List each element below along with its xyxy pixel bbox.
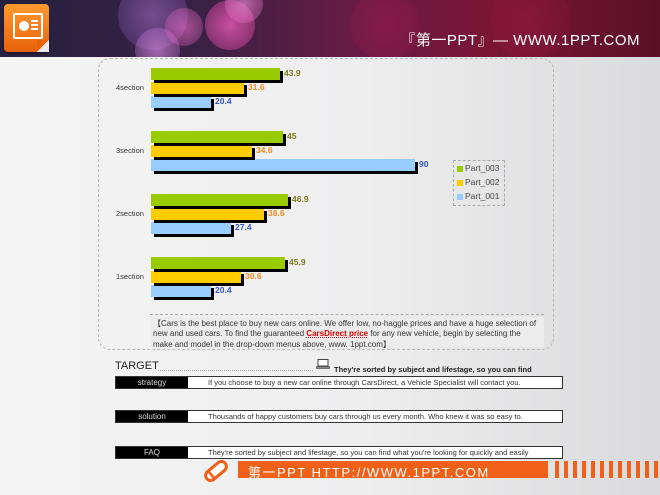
info-label: strategy [116, 377, 188, 388]
bar-fill [151, 159, 415, 171]
stripe-decoration [564, 461, 568, 478]
stripe-decoration [645, 461, 649, 478]
bokeh-decoration [225, 0, 263, 23]
legend-label: Part_001 [465, 191, 500, 201]
category-label: 1section [116, 272, 144, 281]
legend-item-part-001: Part_001 [457, 191, 500, 201]
bar-fill [151, 96, 211, 108]
info-row-strategy: strategy If you choose to buy a new car … [115, 376, 563, 389]
footer-url[interactable]: 第一PPT HTTP://WWW.1PPT.COM [248, 465, 490, 480]
stripe-decoration [582, 461, 586, 478]
target-note: They're sorted by subject and lifestage,… [334, 365, 532, 374]
stripe-decoration [618, 461, 622, 478]
footer-bar: 第一PPT HTTP://WWW.1PPT.COM [238, 461, 548, 480]
category-label: 3section [116, 146, 144, 155]
divider [150, 314, 544, 315]
data-label: 90 [419, 159, 429, 169]
note-text: for any new vehicle, begin by selecting … [153, 329, 521, 349]
info-label: solution [116, 411, 188, 422]
data-label: 34.6 [256, 145, 273, 155]
bar-fill [151, 194, 288, 206]
legend-label: Part_002 [465, 177, 500, 187]
legend-item-part-002: Part_002 [457, 177, 500, 187]
stripe-decoration [591, 461, 595, 478]
computer-icon [316, 359, 330, 369]
bar-fill [151, 68, 280, 80]
header-title: 『第一PPT』— WWW.1PPT.COM [400, 32, 640, 49]
target-heading: TARGET [115, 360, 159, 372]
info-label: FAQ [116, 447, 188, 458]
data-label: 30.6 [245, 271, 262, 281]
data-label: 20.4 [215, 96, 232, 106]
stripe-decoration [555, 461, 559, 478]
info-text: They're sorted by subject and lifestage,… [208, 448, 529, 457]
info-row-faq: FAQ They're sorted by subject and lifest… [115, 446, 563, 459]
bar-fill [151, 82, 244, 94]
bar-fill [151, 131, 283, 143]
bar-fill [151, 222, 231, 234]
data-label: 27.4 [235, 222, 252, 232]
chart-note: 【Cars is the best place to buy new cars … [150, 317, 544, 349]
bar-fill [151, 257, 285, 269]
stripe-decoration [636, 461, 640, 478]
data-label: 38.6 [268, 208, 285, 218]
legend-swatch [457, 193, 463, 200]
header-banner: 『第一PPT』— WWW.1PPT.COM [0, 0, 660, 57]
legend-label: Part_003 [465, 163, 500, 173]
stripe-decoration [573, 461, 577, 478]
bar-fill [151, 271, 241, 283]
data-label: 46.9 [292, 194, 309, 204]
legend-swatch [457, 179, 463, 186]
data-label: 45.9 [289, 257, 306, 267]
category-label: 4section [116, 83, 144, 92]
bar-fill [151, 208, 264, 220]
data-label: 31.6 [248, 82, 265, 92]
info-text: Thousands of happy customers buy cars th… [208, 412, 523, 421]
bokeh-decoration [165, 8, 203, 46]
data-label: 20.4 [215, 285, 232, 295]
chart-legend: Part_003 Part_002 Part_001 [453, 160, 505, 206]
stripe-decoration [627, 461, 631, 478]
category-label: 2section [116, 209, 144, 218]
legend-swatch [457, 165, 463, 172]
pencil-icon [204, 460, 228, 482]
stripe-decoration [600, 461, 604, 478]
data-label: 45 [287, 131, 297, 141]
bar-fill [151, 285, 211, 297]
bokeh-decoration [350, 0, 420, 57]
dotted-divider [158, 370, 313, 371]
stripe-decoration [609, 461, 613, 478]
info-row-solution: solution Thousands of happy customers bu… [115, 410, 563, 423]
legend-item-part-003: Part_003 [457, 163, 500, 173]
powerpoint-icon [4, 4, 49, 52]
chart-frame [98, 58, 554, 350]
note-text: 【Cars is the best place to buy new cars … [153, 319, 537, 339]
carsdirect-price-link[interactable]: CarsDirect price [306, 329, 369, 339]
bokeh-decoration [490, 0, 570, 57]
data-label: 43.9 [284, 68, 301, 78]
bar-fill [151, 145, 252, 157]
info-text: If you choose to buy a new car online th… [208, 378, 521, 387]
stripe-decoration [654, 461, 658, 478]
